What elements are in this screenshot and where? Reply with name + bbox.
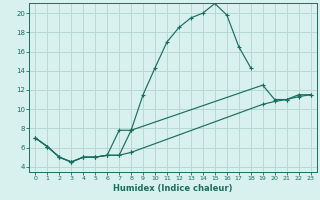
X-axis label: Humidex (Indice chaleur): Humidex (Indice chaleur): [113, 184, 233, 193]
